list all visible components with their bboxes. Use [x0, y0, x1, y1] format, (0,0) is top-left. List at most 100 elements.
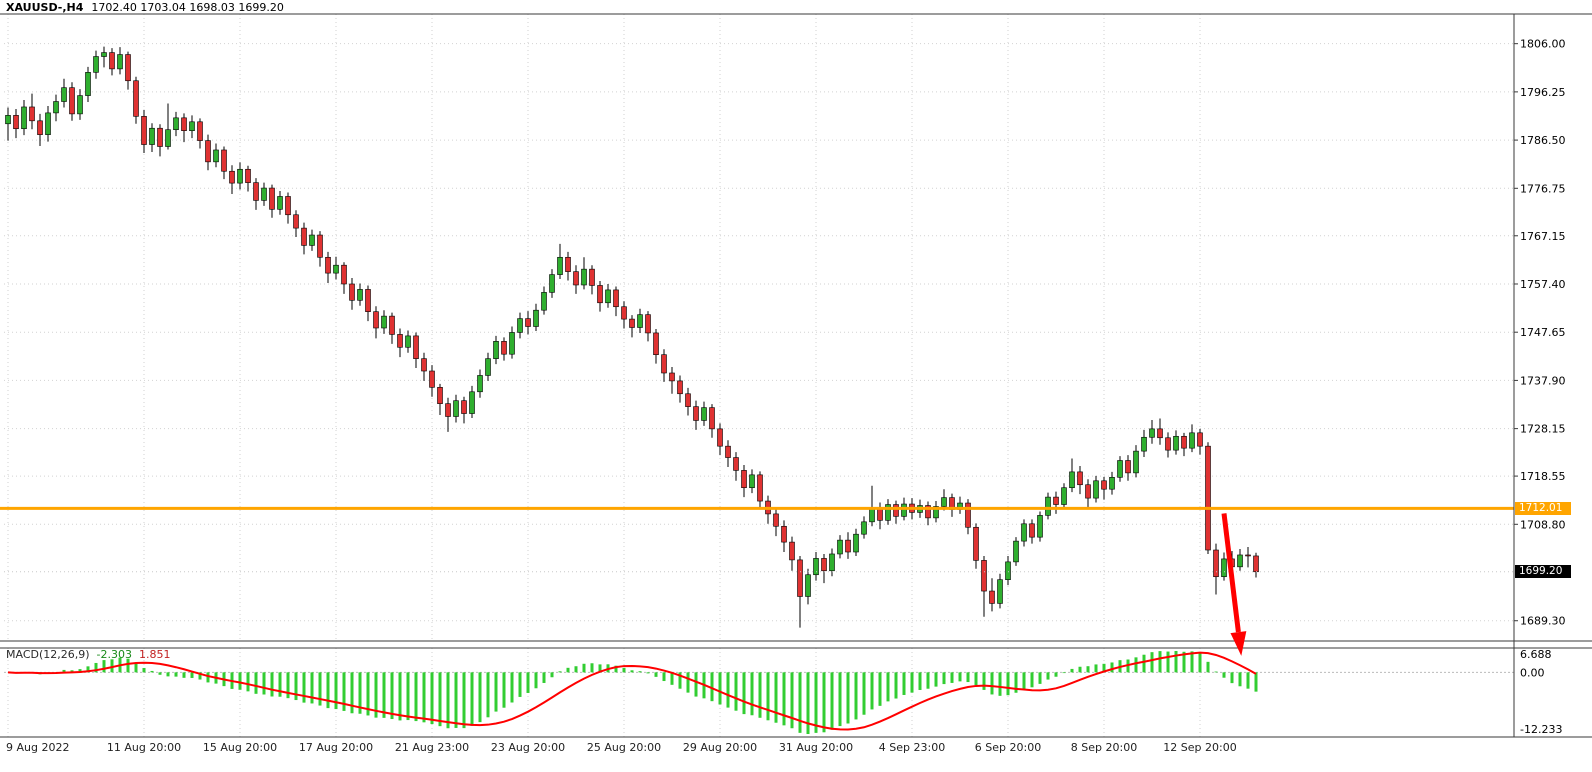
candle-up: [1093, 480, 1099, 499]
candle-down: [373, 311, 379, 329]
candle-down: [781, 525, 787, 543]
candle-down: [925, 505, 931, 519]
candle-down: [725, 445, 731, 458]
candle-up: [1221, 558, 1227, 578]
candle-up: [1149, 428, 1155, 438]
candle-down: [141, 116, 147, 145]
candle-up: [829, 553, 835, 572]
symbol-timeframe-label: XAUUSD-,H4: [6, 1, 84, 14]
candle-down: [501, 341, 507, 355]
candle-up: [1021, 523, 1027, 542]
candle-down: [773, 513, 779, 527]
candle-up: [1133, 450, 1139, 474]
candle-down: [741, 470, 747, 489]
candle-down: [677, 380, 683, 395]
candle-up: [277, 196, 283, 210]
candle-down: [461, 400, 467, 414]
candle-up: [853, 533, 859, 553]
macd-indicator-label: MACD(12,26,9) -2.303 1.851: [6, 648, 171, 661]
candle-up: [549, 274, 555, 293]
candle-down: [245, 168, 251, 183]
candle-down: [1125, 460, 1131, 474]
candle-down: [13, 115, 19, 130]
trend-arrow-shaft[interactable]: [1221, 513, 1241, 633]
candle-down: [621, 306, 627, 320]
time-axis-label: 31 Aug 20:00: [779, 741, 853, 754]
candle-up: [469, 391, 475, 414]
candle-down: [589, 268, 595, 286]
candle-up: [21, 106, 27, 130]
candle-up: [557, 256, 563, 275]
candle-down: [1197, 432, 1203, 447]
candle-down: [229, 170, 235, 184]
candle-down: [965, 502, 971, 528]
candle-down: [125, 54, 131, 82]
price-axis[interactable]: 1806.00 1796.25 1786.50 1776.75 1767.15 1757.…: [1514, 38, 1566, 736]
candle-down: [661, 354, 667, 374]
candle-down: [613, 289, 619, 308]
candle-down: [797, 559, 803, 597]
candle-up: [5, 115, 11, 125]
candle-down: [693, 406, 699, 421]
candle-down: [293, 214, 299, 229]
candle-down: [1181, 435, 1187, 449]
trend-arrow-head[interactable]: [1230, 631, 1247, 656]
price-axis-label: 1767.15: [1520, 230, 1566, 243]
time-axis-label: 8 Sep 20:00: [1071, 741, 1137, 754]
candle-down: [29, 106, 35, 122]
price-axis-label: 1718.55: [1520, 470, 1566, 483]
candle-up: [605, 289, 611, 304]
candle-up: [165, 129, 171, 147]
time-axis-label: 21 Aug 23:00: [395, 741, 469, 754]
candle-up: [885, 504, 891, 521]
candle-down: [717, 428, 723, 447]
candle-up: [357, 289, 363, 301]
candle-down: [437, 387, 443, 404]
candle-up: [813, 558, 819, 576]
candle-up: [333, 264, 339, 274]
candle-down: [789, 541, 795, 561]
candle-down: [349, 283, 355, 301]
candle-down: [397, 334, 403, 348]
candle-up: [541, 292, 547, 311]
candle-up: [77, 95, 83, 115]
price-axis-label: 1747.65: [1520, 326, 1566, 339]
candle-down: [1253, 555, 1259, 573]
candle-down: [653, 332, 659, 355]
candle-down: [221, 149, 227, 172]
candle-up: [149, 127, 155, 145]
chart-symbol-header: XAUUSD-,H4 1702.40 1703.04 1698.03 1699.2…: [6, 1, 284, 14]
candle-up: [173, 117, 179, 131]
price-axis-label: 1796.25: [1520, 86, 1566, 99]
candle-down: [301, 227, 307, 246]
time-axis-label: 11 Aug 20:00: [107, 741, 181, 754]
candle-up: [1173, 435, 1179, 451]
candle-down: [573, 271, 579, 286]
candle-down: [981, 560, 987, 592]
candle-down: [269, 187, 275, 210]
candle-down: [685, 393, 691, 407]
candle-down: [757, 474, 763, 502]
candle-down: [1213, 549, 1219, 578]
macd-signal-value: 1.851: [139, 648, 171, 661]
macd-name: MACD(12,26,9): [6, 648, 90, 661]
candle-up: [933, 506, 939, 519]
candle-up: [1061, 487, 1067, 505]
candle-down: [1245, 554, 1251, 557]
candle-down: [565, 256, 571, 272]
price-axis-label: 1776.75: [1520, 182, 1566, 195]
time-axis[interactable]: 9 Aug 2022 11 Aug 20:00 15 Aug 20:00 17 Aug…: [6, 741, 1237, 754]
candle-down: [893, 504, 899, 517]
candle-down: [341, 264, 347, 285]
macd-axis-label: 0.00: [1520, 666, 1545, 679]
time-axis-label: 29 Aug 20:00: [683, 741, 757, 754]
price-axis-label: 1737.90: [1520, 374, 1566, 387]
candle-down: [1101, 480, 1107, 490]
time-axis-label: 6 Sep 20:00: [975, 741, 1041, 754]
macd-axis-label: -12.233: [1520, 723, 1562, 736]
candle-down: [133, 80, 139, 117]
candle-up: [117, 54, 123, 70]
candle-down: [1205, 445, 1211, 551]
